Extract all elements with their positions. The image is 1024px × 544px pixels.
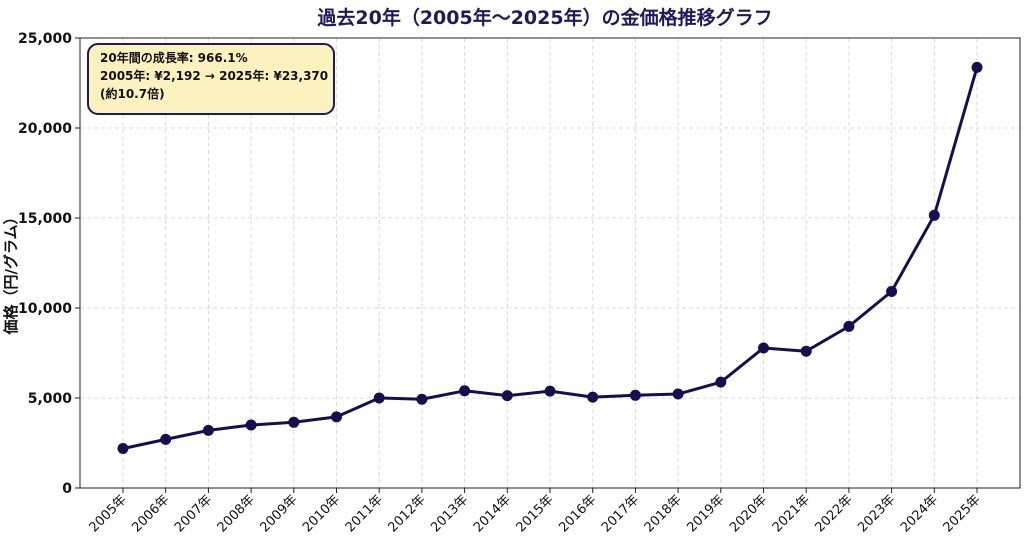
x-tick-label: 2012年 — [386, 492, 429, 535]
y-tick-label: 15,000 — [18, 211, 72, 227]
data-point — [160, 433, 172, 445]
y-tick-label: 25,000 — [18, 31, 72, 47]
x-tick-label: 2006年 — [129, 492, 172, 535]
x-tick-label: 2025年 — [941, 492, 984, 535]
x-tick-label: 2014年 — [471, 492, 514, 535]
y-axis-label: 価格（円/グラム） — [2, 209, 20, 335]
data-point — [971, 61, 983, 73]
data-point — [416, 393, 428, 405]
data-point — [544, 385, 556, 397]
x-tick-label: 2009年 — [257, 492, 300, 535]
data-point — [928, 209, 940, 221]
y-tick-label: 10,000 — [18, 301, 72, 317]
x-tick-label: 2007年 — [172, 492, 215, 535]
x-tick-label: 2022年 — [813, 492, 856, 535]
data-point — [202, 424, 214, 436]
data-point — [331, 411, 342, 423]
data-point — [117, 443, 129, 455]
y-tick-label: 20,000 — [18, 121, 72, 137]
data-point — [800, 345, 812, 357]
data-point — [373, 392, 385, 404]
x-tick-label: 2023年 — [855, 492, 898, 535]
data-point — [288, 416, 300, 428]
y-tick-label: 0 — [62, 481, 72, 497]
data-point — [672, 388, 684, 400]
data-point — [886, 285, 898, 297]
x-tick-label: 2019年 — [684, 492, 727, 535]
data-point — [587, 391, 599, 403]
x-tick-label: 2005年 — [87, 492, 130, 535]
data-point — [245, 419, 257, 431]
data-point — [629, 389, 641, 401]
x-tick-label: 2024年 — [898, 492, 941, 535]
x-tick-label: 2010年 — [300, 492, 343, 535]
annotation-line-3: (約10.7倍) — [100, 86, 165, 101]
x-tick-label: 2015年 — [514, 492, 557, 535]
annotation-line-1: 20年間の成長率: 966.1% — [100, 50, 248, 65]
annotation-line-2: 2005年: ¥2,192 → 2025年: ¥23,370 — [100, 68, 328, 83]
data-point — [459, 385, 471, 397]
data-point — [715, 376, 727, 388]
x-tick-label: 2008年 — [215, 492, 258, 535]
y-ticks: 0 5,000 10,000 15,000 20,000 25,000 — [18, 31, 80, 497]
x-tick-label: 2020年 — [727, 492, 770, 535]
x-ticks: 2005年 2006年 2007年 2008年 2009年 2010年 2011年 2012年… — [87, 488, 984, 535]
y-tick-label: 5,000 — [28, 391, 73, 407]
annotation-box — [87, 43, 335, 115]
data-point — [843, 320, 855, 332]
data-point — [758, 342, 769, 354]
x-tick-label: 2011年 — [343, 492, 386, 535]
x-tick-label: 2021年 — [770, 492, 813, 535]
data-point — [501, 390, 513, 402]
x-tick-label: 2013年 — [428, 492, 471, 535]
x-tick-label: 2016年 — [556, 492, 599, 535]
x-tick-label: 2018年 — [642, 492, 685, 535]
chart-title: 過去20年（2005年〜2025年）の金価格推移グラフ — [317, 6, 772, 29]
series — [117, 61, 983, 455]
growth-annotation: 20年間の成長率: 966.1% 2005年: ¥2,192 → 2025年: … — [87, 43, 335, 115]
x-tick-label: 2017年 — [599, 492, 642, 535]
